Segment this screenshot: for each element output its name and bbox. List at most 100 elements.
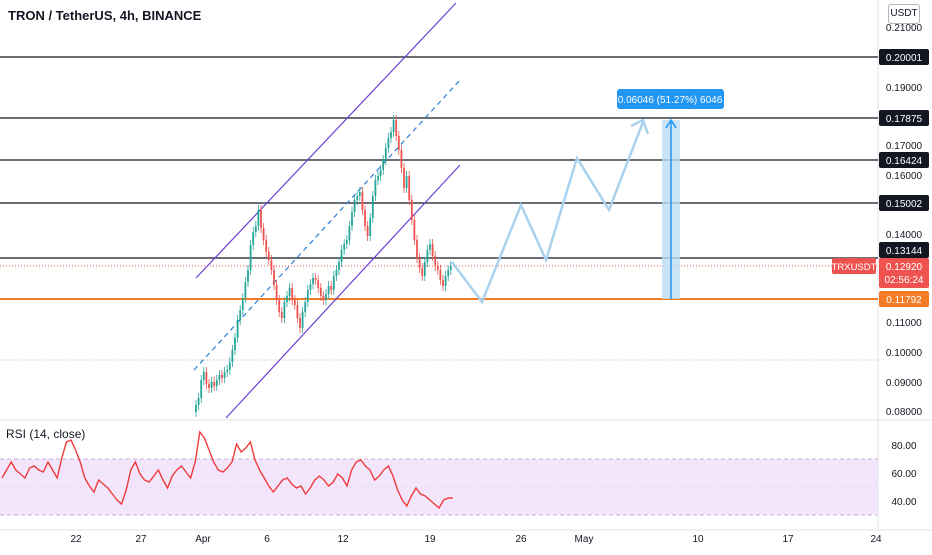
candle-body: [327, 286, 330, 294]
candle-body: [449, 266, 452, 270]
level-label: 0.15002: [886, 199, 923, 210]
candle-body: [301, 312, 304, 328]
rsi-tick-60: 60.00: [891, 469, 916, 480]
price-tick-label: 0.19000: [886, 83, 923, 94]
candle-body: [429, 244, 431, 250]
candle-body: [379, 170, 382, 176]
candle-body: [273, 270, 275, 285]
candle-body: [442, 280, 444, 286]
time-tick-label: Apr: [195, 534, 211, 545]
candle-body: [249, 245, 252, 270]
candle-body: [348, 226, 351, 240]
candle-body: [312, 278, 314, 284]
candle-body: [384, 148, 387, 160]
horizontal-levels[interactable]: [0, 56, 878, 300]
price-tick-label: 0.16000: [886, 171, 923, 182]
channel-upper-line[interactable]: [195, 2, 457, 279]
candle-body: [304, 302, 307, 312]
candle-body: [436, 266, 439, 270]
candle-body: [317, 280, 320, 288]
candle-body: [400, 150, 403, 168]
candle-body: [345, 240, 348, 244]
time-axis-labels[interactable]: 22 27 Apr 6 12 19 26 May 10 17 24: [70, 534, 882, 545]
candle-body: [296, 305, 299, 318]
candle-body: [267, 252, 270, 260]
time-tick-label: 6: [264, 534, 270, 545]
chart-title: TRON / TetherUS, 4h, BINANCE: [8, 8, 202, 23]
candle-body: [418, 258, 421, 268]
candle-body: [397, 136, 400, 150]
candle-body: [205, 372, 208, 384]
rsi-tick-80: 80.00: [891, 441, 916, 452]
candlestick-series: [195, 115, 452, 417]
candle-body: [309, 284, 312, 290]
level-label-box: [879, 195, 929, 211]
projection-arrowhead: [630, 118, 650, 135]
candle-body: [218, 375, 221, 380]
candle-body: [278, 300, 281, 312]
candle-body: [223, 372, 226, 378]
channel-lower-line[interactable]: [225, 164, 461, 419]
symbol-badge: [832, 258, 876, 274]
candle-body: [416, 240, 418, 258]
measure-arrowhead: [665, 118, 677, 129]
candle-body: [371, 196, 374, 218]
candle-body: [374, 180, 377, 196]
candle-body: [241, 298, 244, 310]
candle-body: [286, 296, 288, 302]
time-tick-label: 19: [424, 534, 436, 545]
candle-body: [275, 285, 278, 300]
candle-body: [228, 362, 231, 370]
candle-body: [426, 250, 429, 262]
candle-body: [283, 302, 286, 318]
candle-body: [236, 320, 239, 338]
channel-mid-line[interactable]: [193, 79, 461, 371]
candle-body: [421, 268, 424, 276]
candle-body: [299, 318, 301, 328]
level-label: 0.20001: [886, 53, 923, 64]
price-tick-label: 0.09000: [886, 378, 923, 389]
price-axis-ticks: 0.21000 0.19000 0.17000 0.16000 0.14000 0.110…: [886, 23, 923, 418]
rsi-tick-40: 40.00: [891, 497, 916, 508]
candle-body: [330, 286, 333, 290]
price-tick-label: 0.21000: [886, 23, 923, 34]
candle-body: [353, 200, 356, 212]
candle-body: [213, 382, 216, 386]
candle-body: [257, 210, 260, 226]
candle-body: [358, 192, 361, 196]
candle-body: [361, 192, 364, 210]
candle-body: [262, 228, 265, 240]
candle-body: [356, 196, 359, 200]
current-price-value: 0.12920: [886, 262, 923, 273]
candle-body: [252, 232, 255, 245]
candle-body: [247, 270, 249, 282]
candle-body: [197, 398, 200, 405]
candle-body: [405, 176, 408, 188]
price-tick-label: 0.17000: [886, 141, 923, 152]
candle-body: [208, 384, 210, 388]
candle-body: [439, 270, 442, 280]
current-price-badge: [879, 258, 929, 288]
time-tick-label: 17: [782, 534, 794, 545]
level-label: 0.11792: [886, 295, 922, 306]
candle-body: [244, 282, 247, 298]
candle-body: [314, 278, 317, 280]
price-tick-label: 0.14000: [886, 230, 923, 241]
candle-body: [444, 276, 447, 286]
candle-body: [392, 120, 395, 132]
candle-body: [221, 375, 223, 378]
candle-body: [387, 138, 390, 148]
candle-body: [366, 226, 369, 236]
candle-body: [335, 270, 338, 276]
candle-body: [390, 132, 392, 138]
candle-body: [195, 405, 197, 412]
candle-body: [382, 160, 385, 170]
price-tick-label: 0.08000: [886, 407, 923, 418]
currency-button[interactable]: USDT: [888, 4, 920, 24]
level-label-box: [879, 242, 929, 258]
candle-body: [340, 250, 343, 262]
projection-path[interactable]: [451, 121, 645, 305]
measure-label-box: [617, 89, 724, 109]
rsi-indicator-label[interactable]: RSI (14, close): [6, 427, 86, 441]
